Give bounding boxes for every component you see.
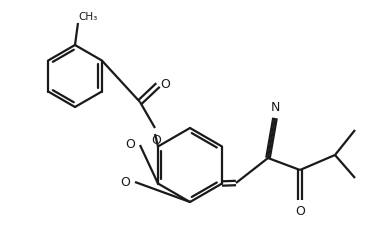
Text: N: N xyxy=(270,101,280,114)
Text: O: O xyxy=(151,134,161,147)
Text: O: O xyxy=(295,205,305,218)
Text: O: O xyxy=(160,78,170,90)
Text: O: O xyxy=(120,175,130,188)
Text: CH₃: CH₃ xyxy=(78,12,97,22)
Text: O: O xyxy=(125,139,135,151)
